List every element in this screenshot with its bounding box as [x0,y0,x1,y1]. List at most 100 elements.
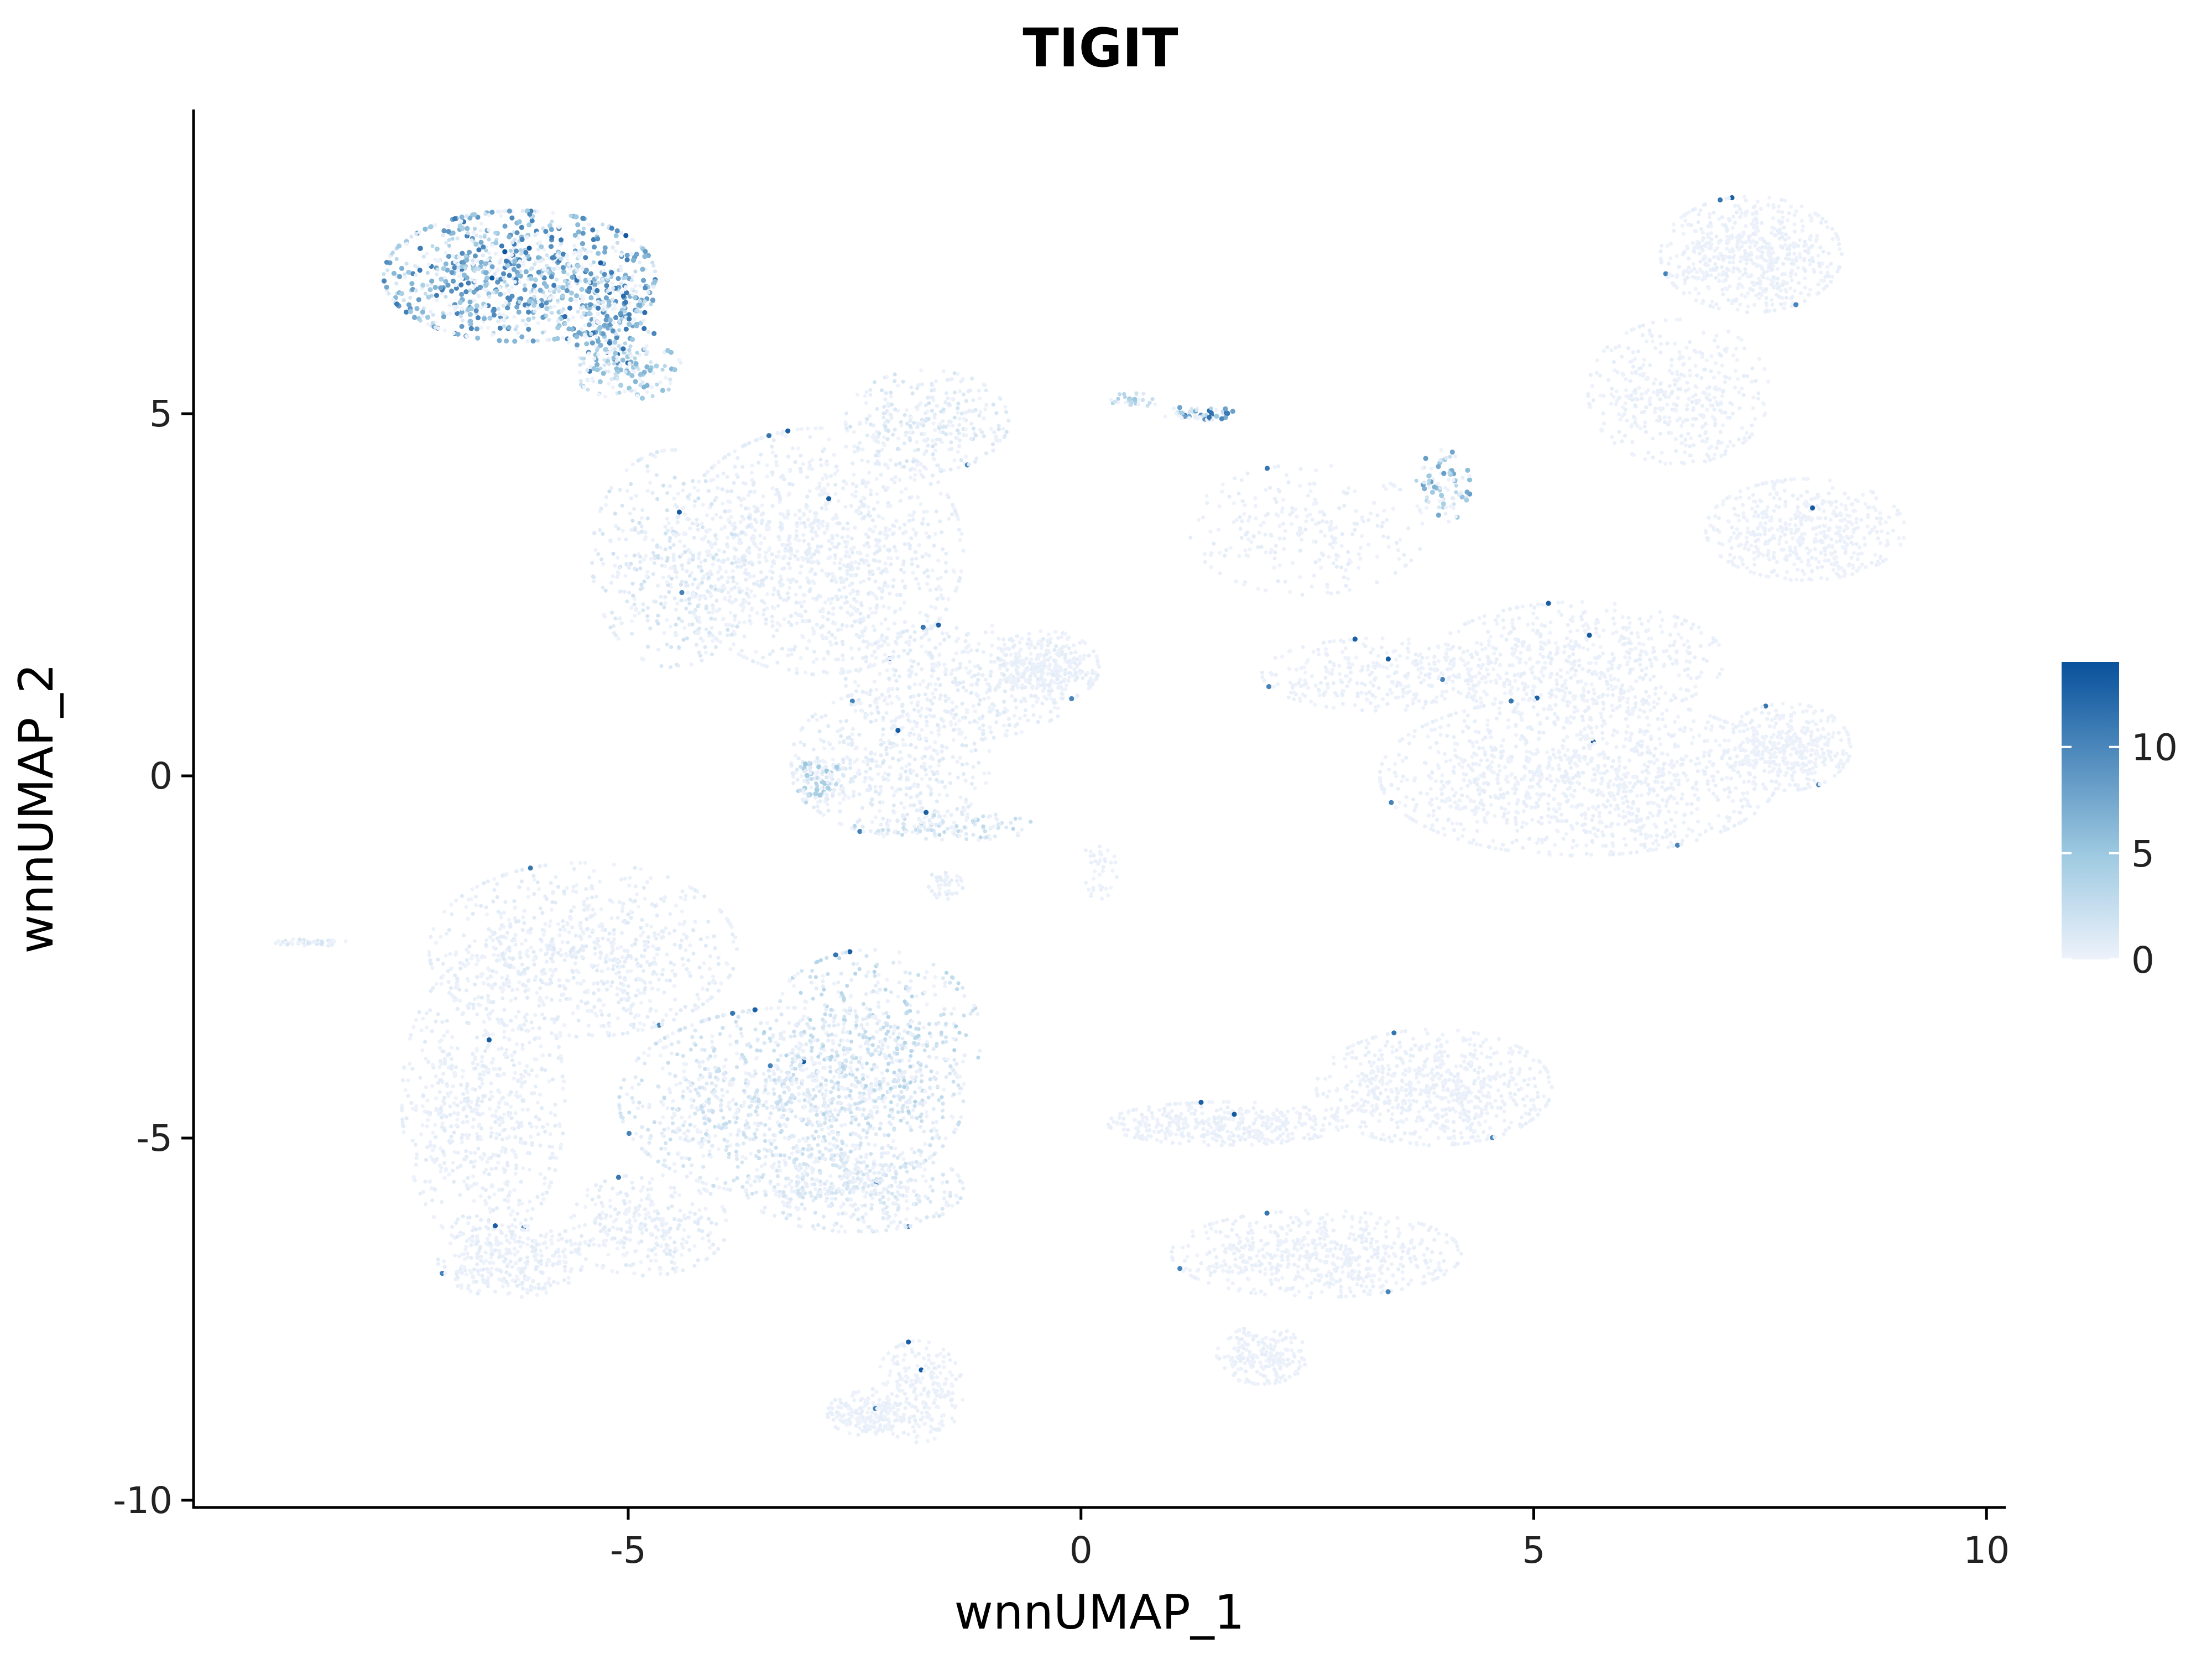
cell-point [890,477,894,482]
cell-point [425,252,429,256]
cell-point [1006,717,1011,721]
cell-point [565,253,569,258]
cell-point [1086,671,1090,675]
cell-point [821,812,826,817]
cell-point [912,732,916,737]
cell-point [827,775,832,779]
cell-point [964,818,969,822]
cell-point [909,536,914,541]
cell-point [580,231,586,236]
cell-point [995,709,1000,713]
cell-point [1393,571,1397,575]
cell-point [561,252,566,257]
cell-point [1013,643,1017,648]
cell-point [806,542,811,547]
cell-point [753,489,757,494]
cell-point [801,462,805,466]
cell-point [945,809,950,813]
cell-point [952,505,956,510]
cell-point [807,550,812,555]
cell-point [665,580,669,585]
cell-point [902,601,906,605]
cell-point [920,667,924,671]
cell-point [476,247,482,253]
cell-point [813,426,818,431]
cell-point [603,394,608,399]
cell-point [955,874,959,878]
cell-point [591,323,596,328]
cell-point [1307,482,1312,486]
cell-point [615,377,619,381]
cell-point [744,567,748,572]
cell-point [1341,490,1346,494]
cell-point [877,450,881,454]
cell-cluster [1109,391,1157,408]
cell-point [926,522,930,526]
cell-point [951,424,955,428]
cell-point [731,624,735,628]
cell-point [521,319,525,323]
cell-point [1095,655,1099,659]
cell-point [698,560,703,565]
cell-point [509,253,514,257]
cell-point [879,388,884,393]
cell-point [846,742,851,747]
cell-point [763,555,768,560]
cell-point [1346,550,1350,555]
cell-point [866,513,870,517]
cell-point [726,557,730,561]
cell-point [662,605,666,609]
cell-point [857,732,862,737]
cell-point [992,735,996,740]
cell-point [887,694,892,698]
cell-point [817,493,822,497]
cell-point [945,709,950,714]
cell-point [677,645,681,649]
cell-point [944,607,948,612]
cell-point [1035,662,1040,666]
cell-point [875,406,879,411]
cell-point [652,561,657,565]
cell-point [1024,677,1028,682]
cell-point [785,591,790,596]
cell-point [885,668,890,672]
cell-point [512,315,517,319]
cell-point [623,326,629,332]
cell-point [766,433,772,439]
cell-point [835,533,839,538]
cell-point [680,580,684,584]
cell-point [1342,575,1346,580]
cell-point [886,828,891,832]
cell-point [987,771,992,775]
cell-point [898,607,902,611]
cell-point [1335,591,1340,595]
cell-point [483,283,489,288]
cell-point [568,297,573,302]
cell-point [543,228,549,234]
cell-point [730,561,734,566]
cell-point [1036,657,1041,661]
cell-point [1046,671,1050,676]
cell-point [966,650,971,655]
cell-point [921,517,926,521]
cell-point [703,559,707,563]
cell-point [902,441,907,446]
cell-point [620,503,624,508]
cell-point [445,282,451,288]
cell-point [687,601,692,606]
cell-point [871,423,876,427]
cell-point [523,283,527,288]
cell-point [474,326,480,332]
cell-point [997,427,1001,431]
cell-point [905,408,909,413]
cell-point [795,778,800,782]
cell-point [925,685,930,690]
cell-point [765,463,769,467]
cell-point [914,531,919,535]
cell-point [1203,560,1207,564]
cell-point [491,290,495,295]
cell-point [778,537,782,542]
cell-point [551,283,557,288]
cell-point [504,300,508,305]
cell-point [701,503,705,507]
